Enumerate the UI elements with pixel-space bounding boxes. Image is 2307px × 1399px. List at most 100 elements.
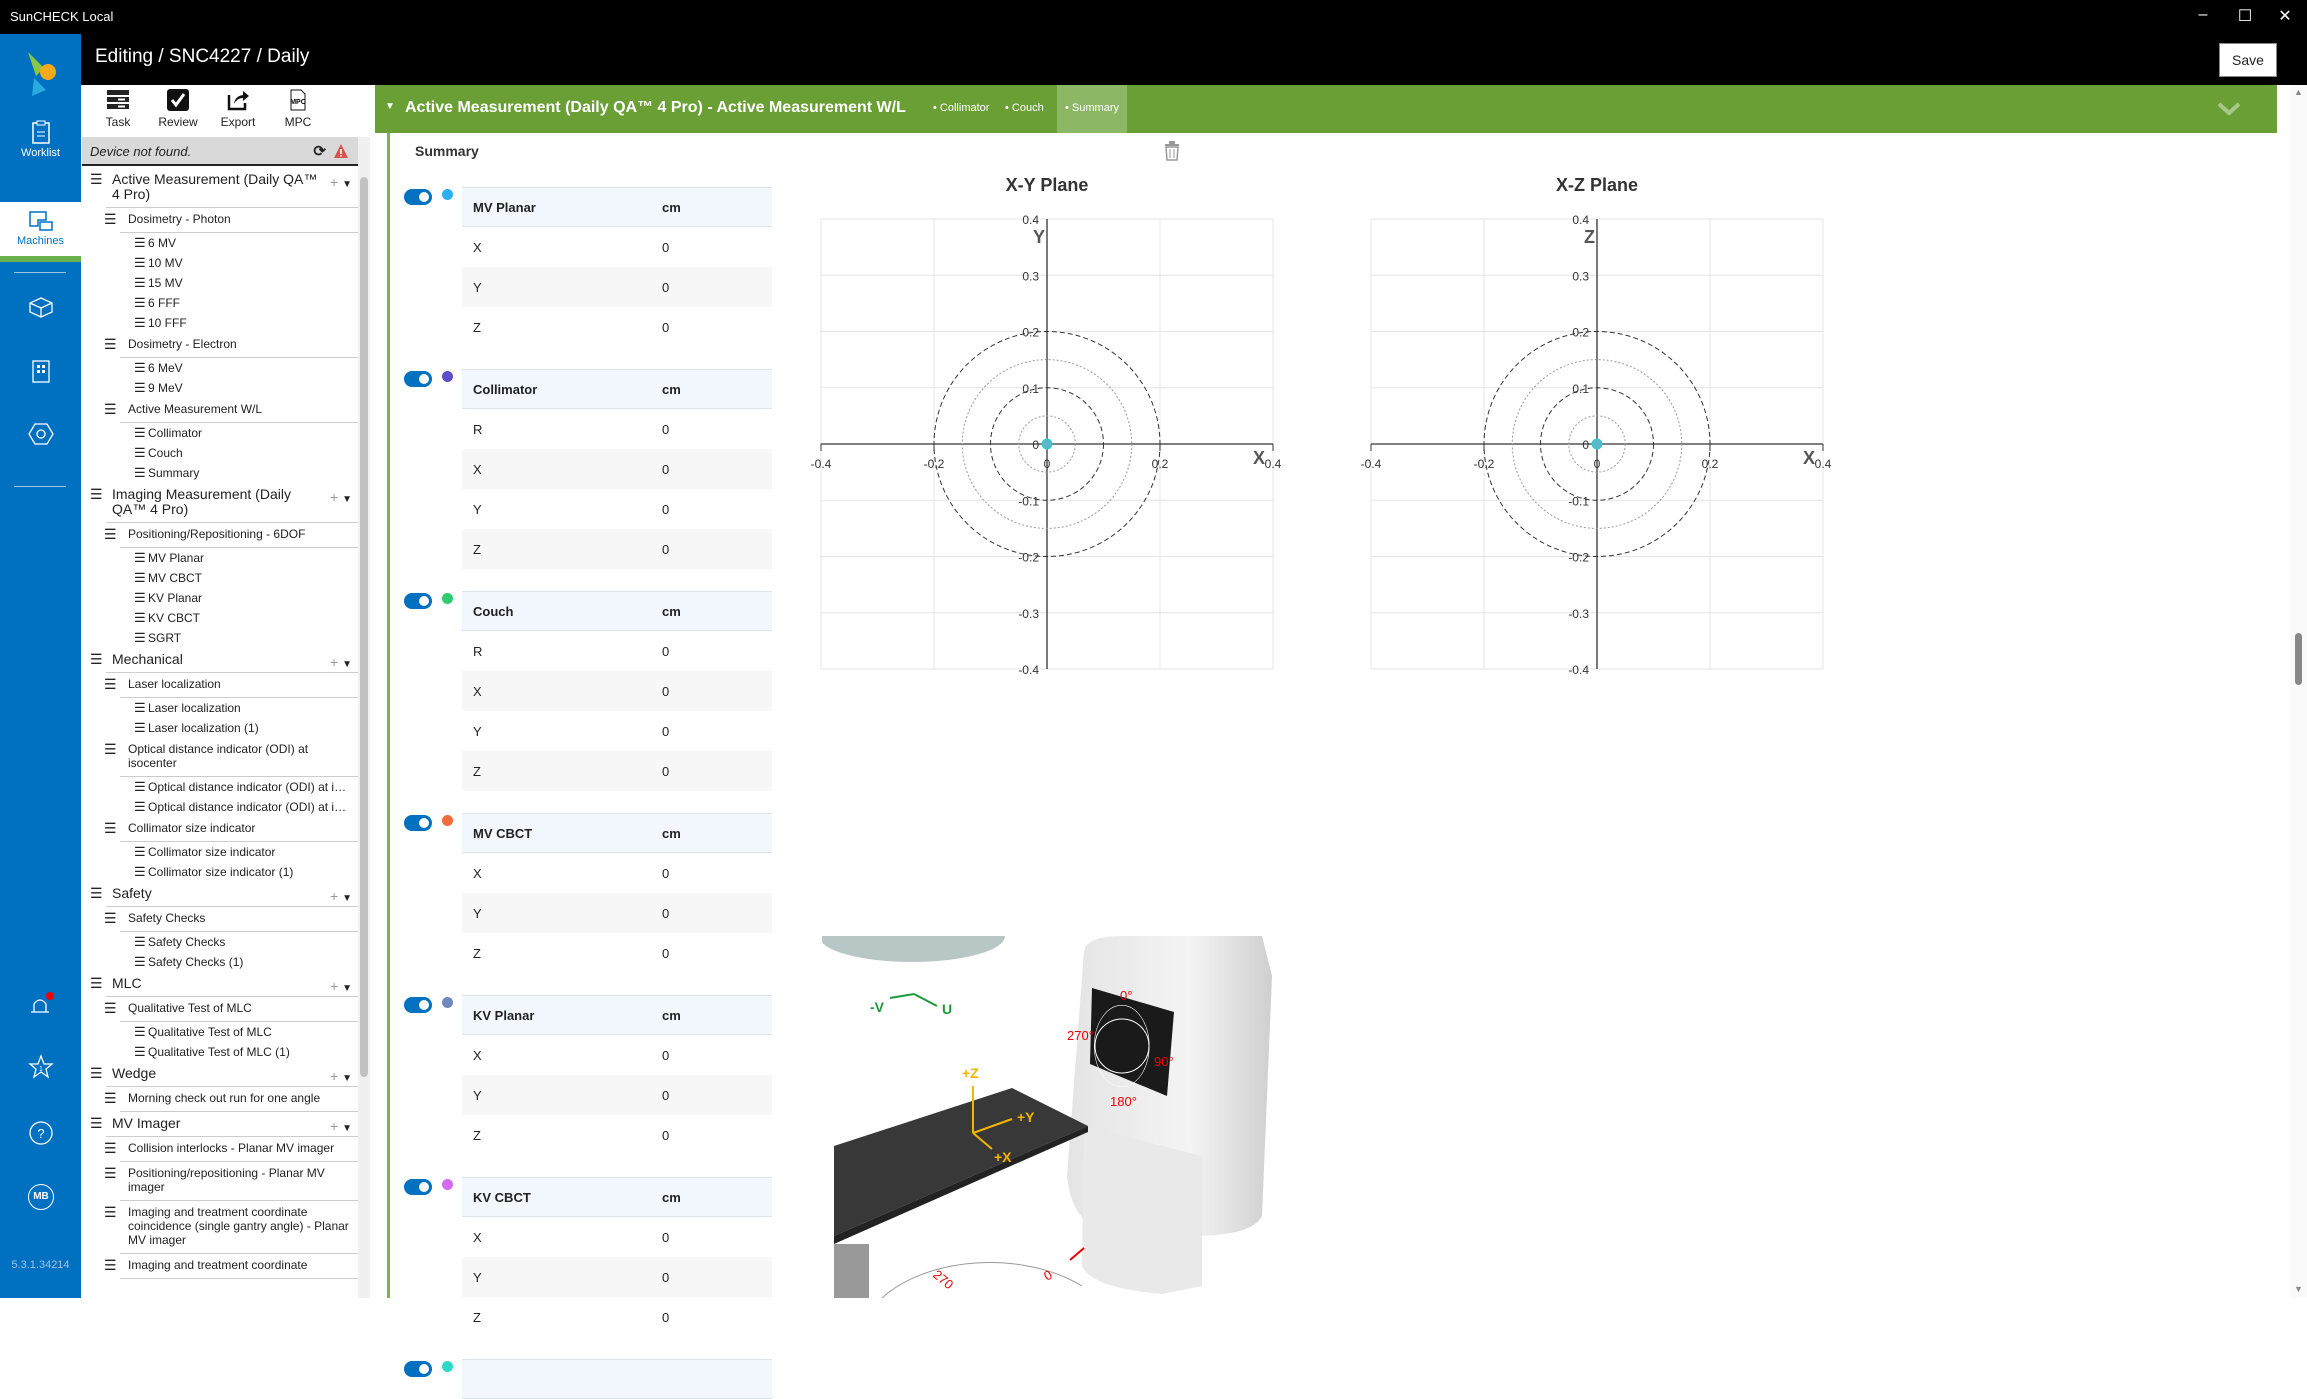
drag-handle-icon[interactable]: ☰ — [90, 975, 103, 991]
group-actions[interactable]: + ▼ — [330, 489, 352, 505]
tree-subgroup[interactable]: ☰ Laser localization — [82, 673, 358, 698]
drag-handle-icon[interactable]: ☰ — [134, 799, 146, 814]
tree-item[interactable]: ☰ Collimator size indicator (1) — [82, 862, 358, 882]
cube-icon[interactable] — [28, 296, 54, 318]
drag-handle-icon[interactable]: ☰ — [104, 910, 117, 926]
chevron-down-icon[interactable] — [2217, 101, 2241, 117]
drag-handle-icon[interactable]: ☰ — [134, 630, 146, 645]
group-actions[interactable]: + ▼ — [330, 978, 352, 994]
scroll-thumb[interactable] — [360, 177, 368, 1077]
tree-group[interactable]: ☰ Wedge + ▼ — [82, 1062, 358, 1087]
tree-group[interactable]: ☰ MLC + ▼ — [82, 972, 358, 997]
drag-handle-icon[interactable]: ☰ — [90, 1065, 103, 1081]
tree-subgroup[interactable]: ☰ Collision interlocks - Planar MV imager — [82, 1137, 358, 1162]
drag-handle-icon[interactable]: ☰ — [134, 360, 146, 375]
drag-handle-icon[interactable]: ☰ — [104, 1204, 117, 1220]
group-actions[interactable]: + ▼ — [330, 654, 352, 670]
scroll-thumb[interactable] — [2295, 633, 2302, 685]
tree-subgroup[interactable]: ☰ Morning check out run for one angle — [82, 1087, 358, 1112]
review-button[interactable]: Review — [148, 89, 208, 129]
tree-subgroup[interactable]: ☰ Safety Checks — [82, 907, 358, 932]
drag-handle-icon[interactable]: ☰ — [134, 235, 146, 250]
drag-handle-icon[interactable]: ☰ — [134, 295, 146, 310]
tree-item[interactable]: ☰ Qualitative Test of MLC (1) — [82, 1042, 358, 1062]
drag-handle-icon[interactable]: ☰ — [134, 864, 146, 879]
drag-handle-icon[interactable]: ☰ — [134, 425, 146, 440]
enable-toggle[interactable] — [404, 1179, 432, 1195]
enable-toggle[interactable] — [404, 997, 432, 1013]
tree-subgroup[interactable]: ☰ Imaging and treatment coordinate coinci… — [82, 1201, 358, 1254]
enable-toggle[interactable] — [404, 815, 432, 831]
drag-handle-icon[interactable]: ☰ — [134, 445, 146, 460]
tree-item[interactable]: ☰ 10 FFF — [82, 313, 358, 333]
tree-item[interactable]: ☰ 6 MV — [82, 233, 358, 253]
drag-handle-icon[interactable]: ☰ — [90, 885, 103, 901]
nav-worklist[interactable]: Worklist — [0, 120, 81, 159]
drag-handle-icon[interactable]: ☰ — [104, 1090, 117, 1106]
drag-handle-icon[interactable]: ☰ — [134, 550, 146, 565]
collapse-caret-icon[interactable]: ▼ — [385, 101, 395, 112]
crumb-collimator[interactable]: • Collimator — [933, 102, 990, 114]
help-icon[interactable]: ? — [28, 1120, 54, 1146]
tree-subgroup[interactable]: ☰ Collimator size indicator — [82, 817, 358, 842]
tree-item[interactable]: ☰ Couch — [82, 443, 358, 463]
tree-item[interactable]: ☰ Laser localization — [82, 698, 358, 718]
tree-item[interactable]: ☰ Collimator size indicator — [82, 842, 358, 862]
star-icon[interactable]: 1 — [28, 1054, 54, 1080]
drag-handle-icon[interactable]: ☰ — [104, 211, 117, 227]
close-button[interactable]: ✕ — [2278, 8, 2292, 25]
drag-handle-icon[interactable]: ☰ — [134, 1044, 146, 1059]
tree-group[interactable]: ☰ Active Measurement (Daily QA™ 4 Pro) + ▼ — [82, 168, 358, 208]
drag-handle-icon[interactable]: ☰ — [134, 934, 146, 949]
avatar[interactable]: MB — [28, 1184, 54, 1210]
group-actions[interactable]: + ▼ — [330, 1068, 352, 1084]
tree-item[interactable]: ☰ Collimator — [82, 423, 358, 443]
drag-handle-icon[interactable]: ☰ — [134, 720, 146, 735]
drag-handle-icon[interactable]: ☰ — [104, 401, 117, 417]
content-scrollbar[interactable]: ▲ ▼ — [2290, 85, 2307, 1298]
drag-handle-icon[interactable]: ☰ — [134, 1024, 146, 1039]
drag-handle-icon[interactable]: ☰ — [134, 779, 146, 794]
tree-item[interactable]: ☰ Optical distance indicator (ODI) at iso… — [82, 797, 358, 817]
drag-handle-icon[interactable]: ☰ — [134, 570, 146, 585]
drag-handle-icon[interactable]: ☰ — [90, 1115, 103, 1131]
tree-subgroup[interactable]: ☰ Dosimetry - Photon — [82, 208, 358, 233]
drag-handle-icon[interactable]: ☰ — [134, 315, 146, 330]
tree-group[interactable]: ☰ Mechanical + ▼ — [82, 648, 358, 673]
enable-toggle[interactable] — [404, 593, 432, 609]
drag-handle-icon[interactable]: ☰ — [104, 1140, 117, 1156]
drag-handle-icon[interactable]: ☰ — [134, 255, 146, 270]
bell-icon[interactable] — [28, 990, 56, 1016]
tree-item[interactable]: ☰ Laser localization (1) — [82, 718, 358, 738]
refresh-icon[interactable]: ⟳ — [313, 143, 326, 160]
tree-item[interactable]: ☰ KV Planar — [82, 588, 358, 608]
drag-handle-icon[interactable]: ☰ — [90, 651, 103, 667]
drag-handle-icon[interactable]: ☰ — [90, 171, 103, 187]
tree-item[interactable]: ☰ Safety Checks — [82, 932, 358, 952]
drag-handle-icon[interactable]: ☰ — [104, 1165, 117, 1181]
enable-toggle[interactable] — [404, 371, 432, 387]
enable-toggle[interactable] — [404, 1361, 432, 1377]
tree-item[interactable]: ☰ 6 MeV — [82, 358, 358, 378]
building-icon[interactable] — [30, 358, 52, 384]
tree-group[interactable]: ☰ Imaging Measurement (Daily QA™ 4 Pro) + … — [82, 483, 358, 523]
tree-item[interactable]: ☰ 6 FFF — [82, 293, 358, 313]
drag-handle-icon[interactable]: ☰ — [134, 844, 146, 859]
tree-item[interactable]: ☰ MV Planar — [82, 548, 358, 568]
tree-item[interactable]: ☰ Optical distance indicator (ODI) at iso… — [82, 777, 358, 797]
tree-scrollbar[interactable] — [358, 137, 370, 1298]
drag-handle-icon[interactable]: ☰ — [104, 526, 117, 542]
gear-icon[interactable] — [28, 422, 54, 446]
tree-subgroup[interactable]: ☰ Positioning/Repositioning - 6DOF — [82, 523, 358, 548]
tree-group[interactable]: ☰ MV Imager + ▼ — [82, 1112, 358, 1137]
tree-item[interactable]: ☰ KV CBCT — [82, 608, 358, 628]
tree-item[interactable]: ☰ 10 MV — [82, 253, 358, 273]
crumb-summary[interactable]: • Summary — [1057, 85, 1127, 133]
tree-item[interactable]: ☰ Qualitative Test of MLC — [82, 1022, 358, 1042]
tree-item[interactable]: ☰ 15 MV — [82, 273, 358, 293]
trash-icon[interactable] — [1163, 141, 1181, 161]
drag-handle-icon[interactable]: ☰ — [104, 1000, 117, 1016]
tree-item[interactable]: ☰ Safety Checks (1) — [82, 952, 358, 972]
drag-handle-icon[interactable]: ☰ — [104, 676, 117, 692]
group-actions[interactable]: + ▼ — [330, 1118, 352, 1134]
